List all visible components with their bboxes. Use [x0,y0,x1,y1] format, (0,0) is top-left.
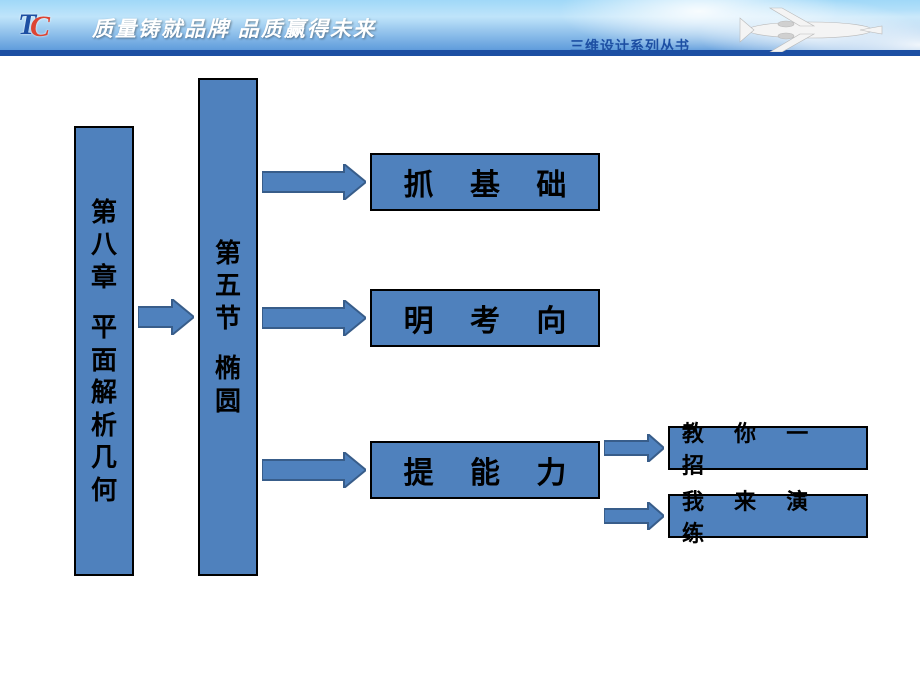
logo-letter-c: C [30,10,50,44]
char: 椭 [215,352,241,385]
subtitle-text: 三维设计系列丛书 [570,36,690,56]
char: 面 [91,344,117,377]
char: 圆 [215,385,241,418]
char: 五 [215,269,241,302]
node-direction: 明 考 向 [370,289,600,347]
logo-icon: T C [14,8,64,48]
char: 八 [91,228,117,261]
char: 节 [215,302,241,335]
label: 我 来 演 练 [682,484,866,548]
header: T C 质量铸就品牌 品质赢得未来 [0,0,920,56]
char: 何 [91,474,117,507]
airplane-icon [710,4,890,52]
label: 提 能 力 [404,448,581,492]
arrow-section-to-ability [262,452,366,488]
char: 几 [91,441,117,474]
diagram-canvas: 第八章平面解析几何第五节椭圆抓 基 础明 考 向提 能 力教 你 一 招我 来 … [0,56,920,690]
node-chapter: 第八章平面解析几何 [74,126,134,576]
arrow-section-to-direction [262,300,366,336]
char: 第 [215,237,241,270]
char: 平 [91,311,117,344]
char: 解 [91,376,117,409]
arrow-section-to-basics [262,164,366,200]
node-teach: 教 你 一 招 [668,426,868,470]
char: 析 [91,409,117,442]
label: 抓 基 础 [404,160,581,204]
char: 章 [91,261,117,294]
node-section: 第五节椭圆 [198,78,258,576]
arrow-ability-to-teach [604,434,664,462]
node-ability: 提 能 力 [370,441,600,499]
arrow-chapter-to-section [138,299,194,335]
label: 教 你 一 招 [682,416,866,480]
node-practice: 我 来 演 练 [668,494,868,538]
slogan-text: 质量铸就品牌 品质赢得未来 [92,13,376,43]
label: 明 考 向 [404,296,581,340]
node-basics: 抓 基 础 [370,153,600,211]
arrow-ability-to-practice [604,502,664,530]
char: 第 [91,196,117,229]
